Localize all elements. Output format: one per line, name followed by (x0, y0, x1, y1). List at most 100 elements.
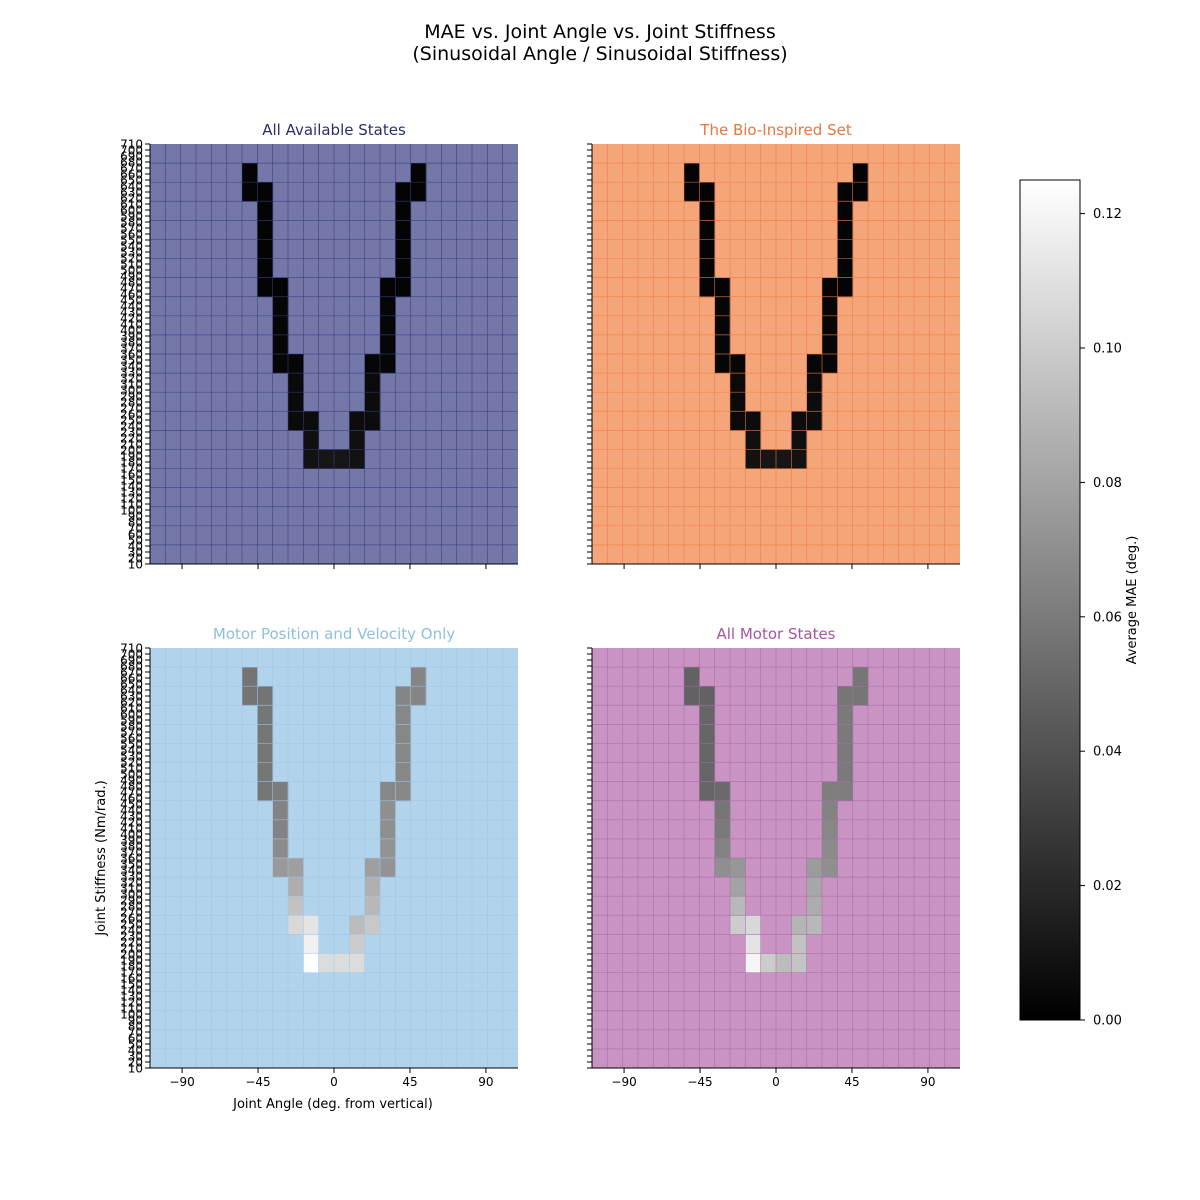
y-tick-label: 20 (128, 552, 143, 566)
panel-title: The Bio-Inspired Set (699, 121, 852, 139)
heatmap-cell (745, 449, 762, 469)
heatmap-cell (349, 430, 366, 450)
y-tick-label: 270 (120, 402, 143, 416)
y-tick-label: 430 (120, 810, 143, 824)
heatmap-cell (334, 449, 350, 469)
colorbar-tick-label: 0.04 (1093, 745, 1122, 760)
y-tick-label: 130 (120, 990, 143, 1004)
x-tick-label: −45 (687, 1075, 712, 1089)
heatmap-cell (806, 354, 823, 374)
y-tick-label: 140 (120, 480, 143, 494)
y-tick-label: 710 (120, 138, 143, 152)
heatmap-cell (699, 201, 716, 221)
y-tick-label: 40 (128, 1044, 143, 1058)
y-tick-label: 400 (120, 828, 143, 842)
y-tick-label: 370 (120, 846, 143, 860)
y-tick-label: 200 (120, 948, 143, 962)
y-tick-label: 490 (120, 270, 143, 284)
y-tick-label: 280 (120, 900, 143, 914)
heatmap-cell (257, 781, 274, 802)
y-tick-label: 120 (120, 492, 143, 506)
y-tick-label: 230 (120, 426, 143, 440)
heatmap-cell (272, 334, 289, 355)
heatmap-cell (806, 373, 823, 393)
y-tick-label: 210 (120, 438, 143, 452)
heatmap-cell (714, 819, 731, 840)
heatmap-cell (699, 686, 716, 706)
y-tick-label: 300 (120, 384, 143, 398)
heatmap-cell (699, 182, 716, 202)
heatmap-cell (684, 182, 700, 202)
y-tick-label: 150 (120, 474, 143, 488)
heatmap-cell (318, 953, 335, 973)
heatmap-cell (349, 934, 366, 954)
panel-4: All Motor States −90 −45 0 45 90 (587, 625, 960, 1089)
heatmap-cell (852, 686, 869, 706)
y-tick-label: 600 (120, 708, 143, 722)
heatmap-cell (257, 182, 274, 202)
x-tick-label: 45 (844, 1075, 859, 1089)
y-tick-label: 610 (120, 198, 143, 212)
heatmap-cell (806, 915, 823, 935)
y-tick-label: 70 (128, 1026, 143, 1040)
y-tick-label: 420 (120, 816, 143, 830)
x-tick-label: −45 (245, 1075, 270, 1089)
heatmap-cell (684, 163, 700, 183)
heatmap-cell (699, 724, 716, 744)
y-tick-label: 50 (128, 1038, 143, 1052)
heatmap-cell (272, 315, 289, 336)
heatmap-cell (272, 800, 289, 821)
y-tick-label: 160 (120, 972, 143, 986)
heatmap-cell (730, 896, 746, 916)
heatmap-cell (380, 800, 396, 821)
heatmap-cell (303, 430, 320, 450)
y-tick-label: 190 (120, 954, 143, 968)
heatmap-cell (745, 430, 762, 450)
heatmap-cell (257, 201, 274, 221)
y-tick-label: 440 (120, 300, 143, 314)
y-tick-label: 420 (120, 312, 143, 326)
figure-title-line2: (Sinusoidal Angle / Sinusoidal Stiffness… (412, 43, 788, 65)
heatmap-cell (806, 877, 823, 897)
heatmap-cell (410, 667, 427, 687)
y-tick-label: 90 (128, 510, 143, 524)
panel-title: All Available States (262, 121, 406, 139)
y-tick-label: 330 (120, 366, 143, 380)
y-tick-label: 20 (128, 1056, 143, 1070)
heatmap-cell (760, 953, 777, 973)
y-tick-label: 540 (120, 744, 143, 758)
heatmap-cell (837, 743, 854, 763)
y-tick-label: 280 (120, 396, 143, 410)
heatmap-cell (806, 896, 823, 916)
y-tick-label: 670 (120, 666, 143, 680)
heatmap-cell (837, 182, 854, 202)
y-tick-label: 170 (120, 462, 143, 476)
y-tick-label: 40 (128, 540, 143, 554)
y-tick-label: 220 (120, 432, 143, 446)
y-tick-label: 330 (120, 870, 143, 884)
y-tick-label: 150 (120, 978, 143, 992)
heatmap-cell (730, 877, 746, 897)
y-tick-label: 240 (120, 924, 143, 938)
y-tick-label: 410 (120, 318, 143, 332)
heatmap-cell (395, 686, 412, 706)
y-tick-label: 700 (120, 144, 143, 158)
figure-title-line1: MAE vs. Joint Angle vs. Joint Stiffness (424, 21, 776, 43)
heatmap-cell (288, 896, 304, 916)
heatmap-cell (242, 686, 258, 706)
y-tick-label: 60 (128, 528, 143, 542)
y-tick-label: 310 (120, 882, 143, 896)
heatmap-cell (822, 819, 838, 840)
y-tick-label: 510 (120, 762, 143, 776)
heatmap-cell (288, 877, 304, 897)
heatmap-cell (395, 277, 412, 298)
heatmap-cell (699, 239, 716, 259)
heatmap-cell (380, 296, 396, 317)
heatmap-cell (395, 724, 412, 744)
y-tick-label: 560 (120, 228, 143, 242)
heatmap-cell (380, 277, 396, 298)
heatmap-cell (257, 724, 274, 744)
y-tick-label: 10 (128, 1062, 143, 1076)
y-tick-label: 360 (120, 348, 143, 362)
heatmap-cell (714, 838, 731, 859)
